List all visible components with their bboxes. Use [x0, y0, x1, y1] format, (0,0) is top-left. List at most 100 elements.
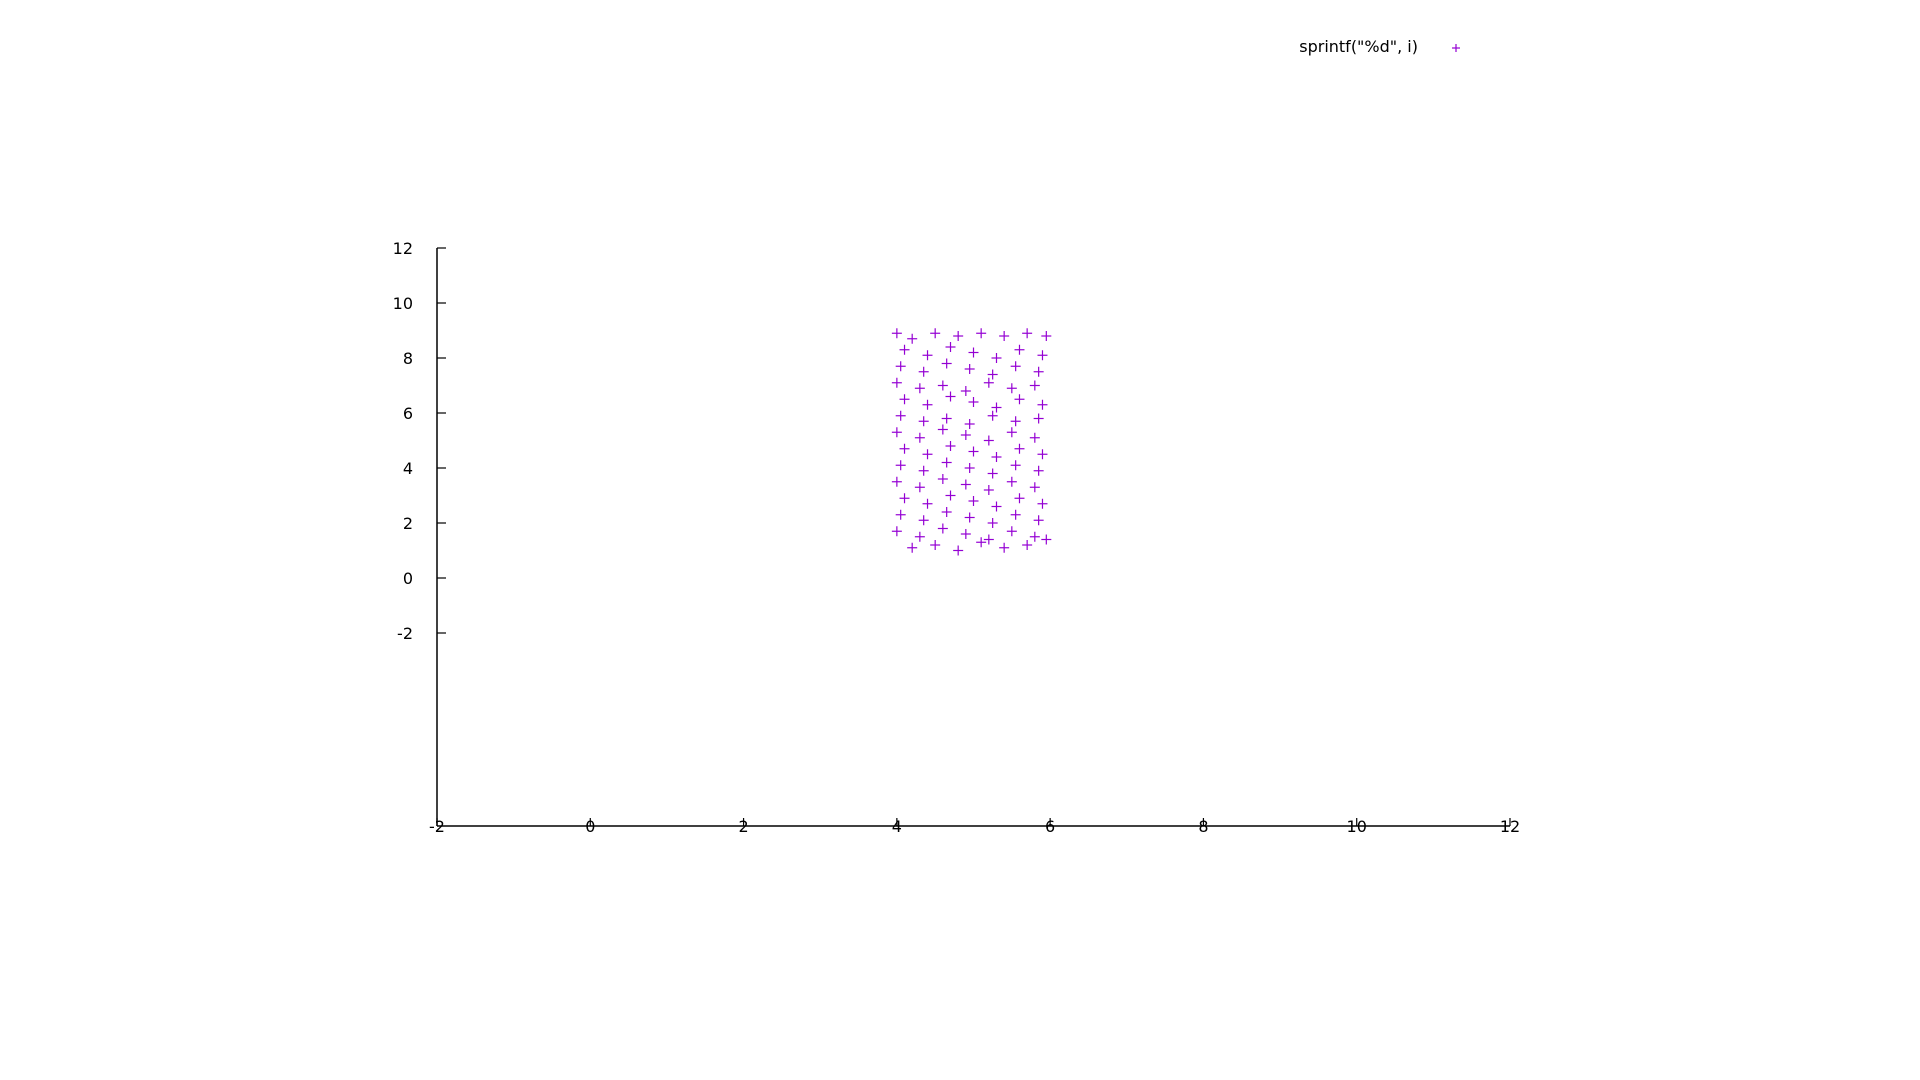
x-tick-label: 6 — [1045, 817, 1055, 836]
scatter-point — [1014, 443, 1025, 454]
scatter-point — [945, 342, 956, 352]
scatter-point — [891, 377, 902, 388]
scatter-point — [891, 526, 902, 537]
scatter-point — [899, 443, 910, 454]
scatter-point — [1010, 509, 1021, 520]
scatter-point — [964, 419, 975, 429]
scatter-point — [1022, 540, 1033, 550]
scatter-point — [1010, 416, 1021, 427]
scatter-point — [1033, 515, 1044, 526]
scatter-point — [918, 515, 929, 526]
scatter-point — [964, 463, 975, 473]
scatter-point — [891, 476, 902, 487]
scatter-point — [1010, 361, 1021, 372]
x-axis-ticks: -2 0 2 4 6 8 10 12 — [429, 817, 1520, 836]
plot-area: -2 0 2 4 6 8 10 12 -2 0 2 4 6 8 10 12 — [393, 239, 1521, 836]
x-tick-label: 12 — [1500, 817, 1520, 836]
x-tick-label: 4 — [892, 817, 902, 836]
scatter-point — [1014, 394, 1025, 405]
scatter-point — [1014, 493, 1025, 504]
scatter-point — [907, 542, 918, 553]
scatter-point — [1037, 449, 1048, 460]
scatter-point — [1041, 331, 1052, 341]
scatter-point — [968, 397, 979, 407]
scatter-point — [953, 545, 964, 556]
scatter-point — [991, 402, 1002, 413]
scatter-point — [1037, 399, 1048, 410]
legend: sprintf("%d", i) — [1299, 37, 1460, 56]
scatter-point — [999, 542, 1010, 553]
y-tick-label: 2 — [403, 514, 413, 533]
scatter-point — [914, 482, 925, 493]
legend-label: sprintf("%d", i) — [1299, 37, 1418, 56]
scatter-point — [930, 328, 941, 339]
scatter-point — [987, 468, 998, 479]
scatter-point — [983, 485, 994, 495]
scatter-points — [891, 328, 1052, 556]
scatter-point — [895, 460, 906, 471]
scatter-point — [991, 501, 1002, 512]
scatter-point — [922, 399, 933, 410]
scatter-point — [895, 361, 906, 372]
scatter-point — [1006, 383, 1017, 394]
scatter-point — [891, 328, 902, 339]
scatter-point — [918, 366, 929, 377]
y-tick-label: 12 — [393, 239, 413, 258]
scatter-point — [1014, 344, 1025, 355]
y-tick-label: 10 — [393, 294, 413, 313]
scatter-point — [1022, 328, 1033, 339]
scatter-point — [941, 358, 952, 369]
scatter-point — [999, 331, 1010, 341]
scatter-point — [945, 490, 956, 501]
scatter-point — [1029, 380, 1040, 391]
scatter-point — [937, 424, 948, 435]
scatter-point — [914, 531, 925, 542]
scatter-point — [922, 498, 933, 509]
scatter-point — [987, 410, 998, 421]
y-axis-ticks: -2 0 2 4 6 8 10 12 — [393, 239, 446, 643]
scatter-point — [1041, 534, 1052, 545]
scatter-point — [1006, 476, 1017, 487]
scatter-point — [895, 410, 906, 421]
y-tick-label: 0 — [403, 569, 413, 588]
y-tick-label: -2 — [397, 624, 413, 643]
scatter-point — [1037, 350, 1048, 361]
scatter-point — [1033, 413, 1044, 424]
legend-marker — [1452, 44, 1460, 52]
scatter-point — [968, 347, 979, 358]
scatter-point — [983, 435, 994, 446]
scatter-point — [960, 430, 971, 440]
scatter-point — [914, 383, 925, 394]
scatter-point — [983, 534, 994, 545]
scatter-point — [960, 386, 971, 396]
y-tick-label: 8 — [403, 349, 413, 368]
scatter-point — [930, 540, 941, 550]
scatter-point — [960, 529, 971, 539]
scatter-point — [941, 413, 952, 424]
scatter-point — [945, 391, 956, 402]
scatter-point — [937, 380, 948, 391]
scatter-point — [976, 537, 987, 548]
scatter-point — [918, 465, 929, 476]
x-tick-label: 8 — [1198, 817, 1208, 836]
y-tick-label: 4 — [403, 459, 413, 478]
scatter-point — [937, 523, 948, 534]
scatter-point — [1010, 460, 1021, 471]
scatter-point — [914, 432, 925, 443]
scatter-point — [964, 512, 975, 523]
x-tick-label: 2 — [738, 817, 748, 836]
scatter-point — [976, 328, 987, 339]
scatter-point — [1029, 432, 1040, 443]
scatter-point — [1037, 498, 1048, 509]
scatter-point — [991, 452, 1002, 462]
scatter-point — [964, 364, 975, 374]
scatter-point — [1033, 366, 1044, 377]
scatter-point — [1033, 465, 1044, 476]
y-tick-label: 6 — [403, 404, 413, 423]
scatter-point — [987, 518, 998, 528]
scatter-point — [960, 479, 971, 490]
scatter-point — [1029, 531, 1040, 542]
scatter-point — [968, 496, 979, 506]
scatter-point — [918, 416, 929, 427]
